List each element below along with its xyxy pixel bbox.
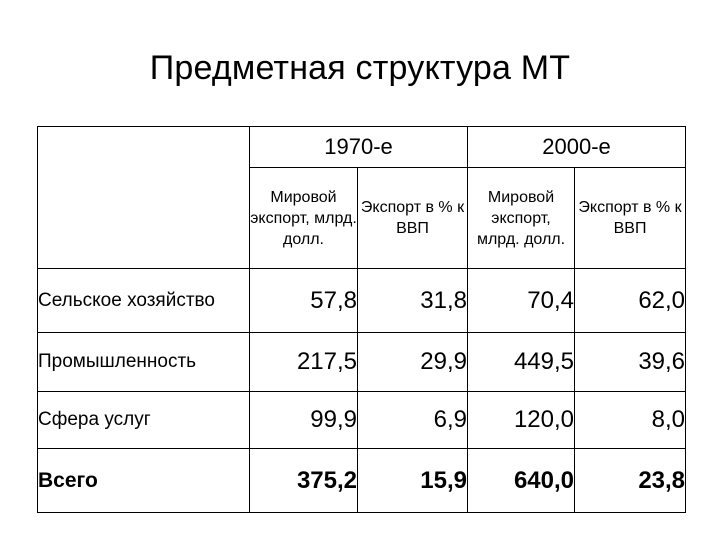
table-cell: 120,0 xyxy=(467,391,576,449)
table-cell: 8,0 xyxy=(574,391,687,449)
table-cell: 15,9 xyxy=(356,448,469,513)
col-header-export-1970s: Мировой экспорт, млрд. долл. xyxy=(249,167,358,269)
row-label-industry: Промышленность xyxy=(37,332,250,392)
table-cell: 640,0 xyxy=(467,448,576,513)
table-cell: 449,5 xyxy=(467,332,576,392)
table-cell: 375,2 xyxy=(249,448,358,513)
subheader-row: Мировой экспорт, млрд. долл. Экспорт в %… xyxy=(38,167,687,269)
table-cell: 39,6 xyxy=(574,332,687,392)
table-cell: 6,9 xyxy=(356,391,469,449)
table-cell: 62,0 xyxy=(574,268,687,333)
page-title: Предметная структура МТ xyxy=(149,49,571,87)
col-header-export-2000s: Мировой экспорт, млрд. долл. xyxy=(467,167,576,269)
table-cell: 99,9 xyxy=(249,391,358,449)
row-label-agriculture: Сельское хозяйство xyxy=(37,268,250,333)
table-cell: 29,9 xyxy=(356,332,469,392)
table-row: Промышленность 217,5 29,9 449,5 39,6 xyxy=(37,332,687,392)
commodity-structure-table: 1970-е 2000-е Мировой экспорт, млрд. дол… xyxy=(37,126,687,513)
row-label-services: Сфера услуг xyxy=(37,391,250,449)
col-header-gdp-share-1970s: Экспорт в % к ВВП xyxy=(356,167,469,269)
table-row: Сельское хозяйство 57,8 31,8 70,4 62,0 xyxy=(37,268,687,333)
corner-cell xyxy=(37,126,250,269)
table-row: Сфера услуг 99,9 6,9 120,0 8,0 xyxy=(37,391,687,449)
period-header-row: 1970-е 2000-е xyxy=(37,126,687,269)
table-cell: 31,8 xyxy=(356,268,469,333)
total-row: Всего 375,2 15,9 640,0 23,8 xyxy=(37,448,687,513)
row-label-total: Всего xyxy=(37,448,250,513)
table-cell: 217,5 xyxy=(249,332,358,392)
table-cell: 70,4 xyxy=(467,268,576,333)
table-cell: 57,8 xyxy=(249,268,358,333)
col-header-gdp-share-2000s: Экспорт в % к ВВП xyxy=(574,167,687,269)
period-1970s-header: 1970-е xyxy=(248,126,469,168)
period-2000s-header: 2000-е xyxy=(467,126,687,168)
table-cell: 23,8 xyxy=(574,448,687,513)
